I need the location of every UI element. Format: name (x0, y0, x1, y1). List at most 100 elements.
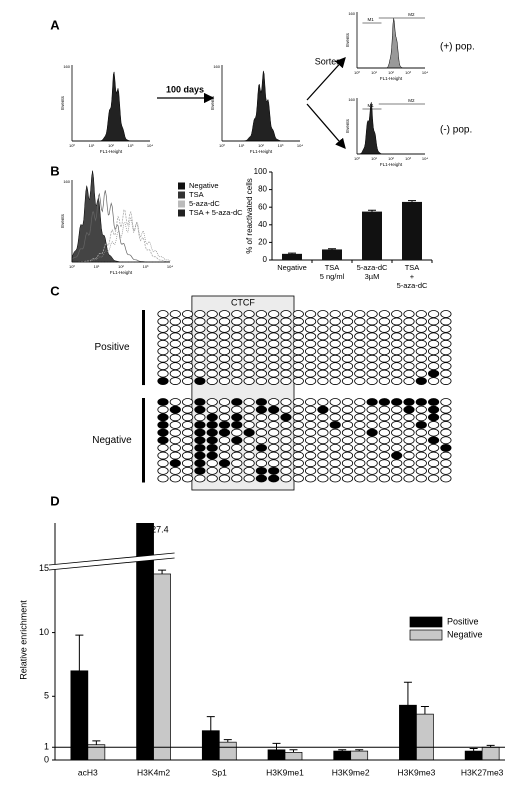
cpg-site (182, 377, 194, 385)
cpg-site (341, 466, 354, 475)
cpg-site (255, 405, 267, 414)
cpg-site (231, 332, 243, 341)
cpg-site (427, 324, 440, 333)
cpg-site (194, 451, 206, 460)
cpg-site (341, 405, 354, 414)
cpg-site (218, 317, 231, 326)
cpg-site (182, 413, 194, 422)
cpg-site (427, 310, 440, 318)
error-bar (368, 209, 376, 212)
cpg-site (231, 324, 243, 333)
cpg-site (243, 377, 255, 385)
cpg-site (440, 474, 452, 483)
cpg-site (329, 310, 341, 318)
cpg-site (292, 332, 304, 341)
tick-label: 160 (213, 64, 220, 69)
cpg-site (243, 362, 255, 371)
cpg-site (391, 339, 403, 348)
cpg-site (182, 405, 194, 414)
cpg-site (255, 398, 267, 406)
histogram (222, 70, 300, 142)
cpg-site (194, 398, 206, 406)
cpg-site (169, 398, 181, 406)
cpg-site (403, 413, 415, 422)
x-tick-label: H3K9me1 (266, 767, 304, 777)
cpg-site (440, 436, 452, 445)
cpg-site (304, 354, 317, 363)
cpg-site (354, 369, 366, 378)
cpg-site (157, 421, 169, 429)
cpg-site (194, 459, 206, 468)
cpg-site (415, 317, 427, 326)
cpg-site (415, 377, 427, 385)
cpg-site (329, 317, 341, 326)
cpg-site (243, 474, 255, 483)
cpg-site (366, 310, 378, 318)
cpg-site (415, 413, 427, 422)
cpg-site (231, 443, 243, 452)
cpg-site (317, 459, 329, 468)
cpg-site (182, 459, 194, 468)
histogram (72, 71, 150, 142)
cpg-site (182, 347, 194, 356)
cpg-site (218, 398, 231, 406)
cpg-site (292, 354, 304, 363)
axis-title: FL1-Height (110, 270, 133, 275)
cpg-site (378, 310, 390, 318)
cpg-site (304, 405, 317, 414)
cpg-site (231, 347, 243, 356)
arrow (306, 57, 346, 101)
cpg-site (243, 459, 255, 468)
legend-label: TSA + 5-aza-dC (189, 208, 243, 217)
axis-title: Relative enrichment (18, 600, 28, 680)
axis-title: FL1-Height (380, 76, 403, 81)
cpg-site (354, 398, 366, 406)
cpg-site (280, 398, 292, 406)
cpg-site (218, 310, 231, 318)
bar (464, 750, 483, 760)
bar (481, 746, 500, 760)
error-bar (403, 681, 412, 706)
cpg-site (292, 317, 304, 326)
cpg-site (280, 324, 292, 333)
cpg-site (329, 332, 341, 341)
cpg-site (268, 369, 280, 378)
bar (136, 523, 154, 760)
cpg-site (378, 413, 390, 422)
cpg-site (341, 398, 354, 406)
cpg-site (243, 451, 255, 460)
tick-label: 10³ (405, 70, 411, 75)
cpg-site (218, 405, 231, 414)
cpg-site (292, 324, 304, 333)
panel-label: B (50, 163, 59, 178)
y-tick-label: 40 (258, 220, 267, 229)
bar (362, 211, 382, 260)
bar (282, 253, 302, 260)
cpg-site (206, 332, 218, 341)
cpg-site (231, 413, 243, 422)
cpg-site (268, 347, 280, 356)
cpg-site (366, 347, 378, 356)
legend-swatch (178, 209, 185, 217)
cpg-site (341, 362, 354, 371)
panel-label: A (50, 17, 60, 32)
tick-label: 160 (348, 11, 355, 16)
cpg-site (378, 398, 390, 406)
cpg-site (440, 362, 452, 371)
tick-label: 10⁴ (167, 264, 173, 269)
cpg-site (292, 310, 304, 318)
error-bar (355, 749, 364, 752)
cpg-site (391, 459, 403, 468)
cpg-site (169, 332, 181, 341)
cpg-site (218, 421, 231, 429)
cpg-site (391, 428, 403, 437)
cpg-site (292, 443, 304, 452)
population-label: (-) pop. (440, 125, 472, 136)
cpg-site (268, 332, 280, 341)
cpg-site (157, 405, 169, 414)
cpg-site (391, 443, 403, 452)
cpg-site (317, 362, 329, 371)
cpg-site (440, 332, 452, 341)
cpg-site (169, 405, 181, 414)
cpg-site (255, 443, 267, 452)
